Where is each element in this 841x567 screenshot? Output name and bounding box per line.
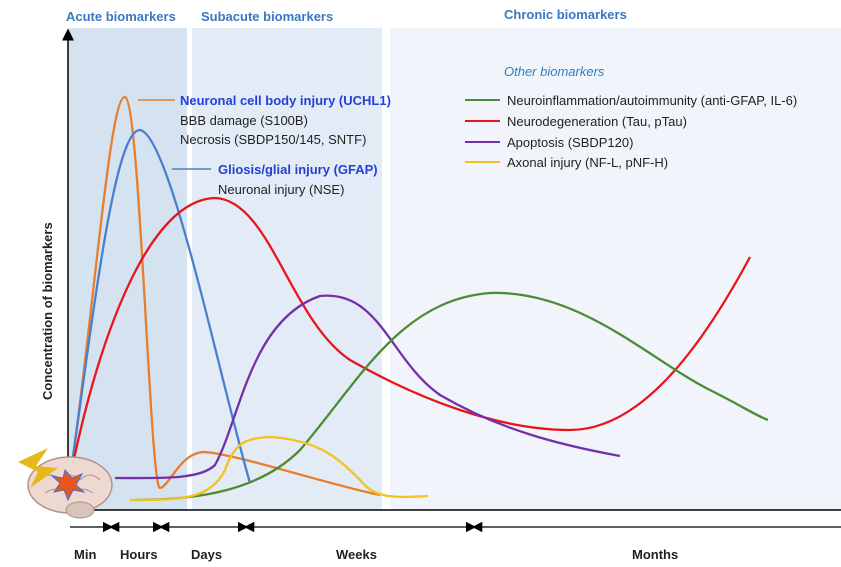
time-label: Months xyxy=(632,547,678,562)
legend-title: Neuronal cell body injury (UCHL1) xyxy=(180,93,391,108)
other-title: Other biomarkers xyxy=(504,64,605,79)
legend-text: Neuroinflammation/autoimmunity (anti-GFA… xyxy=(507,93,797,108)
diagram: Acute biomarkers Subacute biomarkers Chr… xyxy=(0,0,841,567)
legend-text: Neuronal injury (NSE) xyxy=(218,182,344,197)
phase-label: Subacute biomarkers xyxy=(201,9,333,24)
legend-title: Gliosis/glial injury (GFAP) xyxy=(218,162,378,177)
y-axis-label: Concentration of biomarkers xyxy=(40,222,55,400)
time-label: Days xyxy=(191,547,222,562)
legend-text: Neurodegeneration (Tau, pTau) xyxy=(507,114,687,129)
time-label: Weeks xyxy=(336,547,377,562)
phase-label: Chronic biomarkers xyxy=(504,7,627,22)
legend-text: Axonal injury (NF-L, pNF-H) xyxy=(507,155,668,170)
phase-label: Acute biomarkers xyxy=(66,9,176,24)
legend-text: Apoptosis (SBDP120) xyxy=(507,135,633,150)
legend-text: Necrosis (SBDP150/145, SNTF) xyxy=(180,132,366,147)
time-label: Min xyxy=(74,547,96,562)
time-label: Hours xyxy=(120,547,158,562)
legend-text: BBB damage (S100B) xyxy=(180,113,308,128)
